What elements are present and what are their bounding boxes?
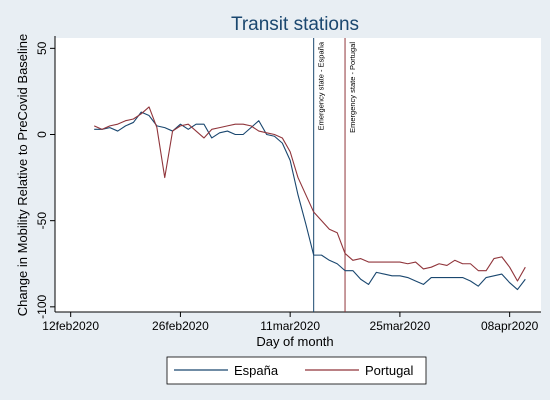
y-tick-label: 50 — [35, 41, 49, 55]
x-tick-label: 26feb2020 — [152, 319, 209, 333]
x-tick-label: 12feb2020 — [42, 319, 99, 333]
emergency-line-label: Emergency state - España — [317, 41, 326, 130]
y-tick-label: -50 — [35, 212, 49, 230]
y-tick-label: 0 — [35, 131, 49, 138]
emergency-lines: Emergency state - España Emergency state … — [313, 38, 357, 312]
legend-label-portugal: Portugal — [365, 363, 414, 378]
x-tick-label: 08apr2020 — [481, 319, 539, 333]
series-line-espana — [94, 111, 526, 291]
plot-area — [55, 38, 541, 312]
legend-label-espana: España — [234, 363, 279, 378]
y-tick-label: -100 — [35, 295, 49, 319]
x-tick-label: 25mar2020 — [370, 319, 431, 333]
x-axis-title: Day of month — [256, 334, 333, 349]
y-axis-title: Change in Mobility Relative to PreCovid … — [15, 34, 30, 317]
x-tick-label: 11mar2020 — [260, 319, 320, 333]
series-line-portugal — [93, 106, 526, 282]
series-lines — [93, 106, 526, 291]
chart-title: Transit stations — [231, 14, 359, 35]
emergency-line-label: Emergency state - Portugal — [348, 42, 357, 133]
legend: España Portugal — [166, 356, 427, 385]
